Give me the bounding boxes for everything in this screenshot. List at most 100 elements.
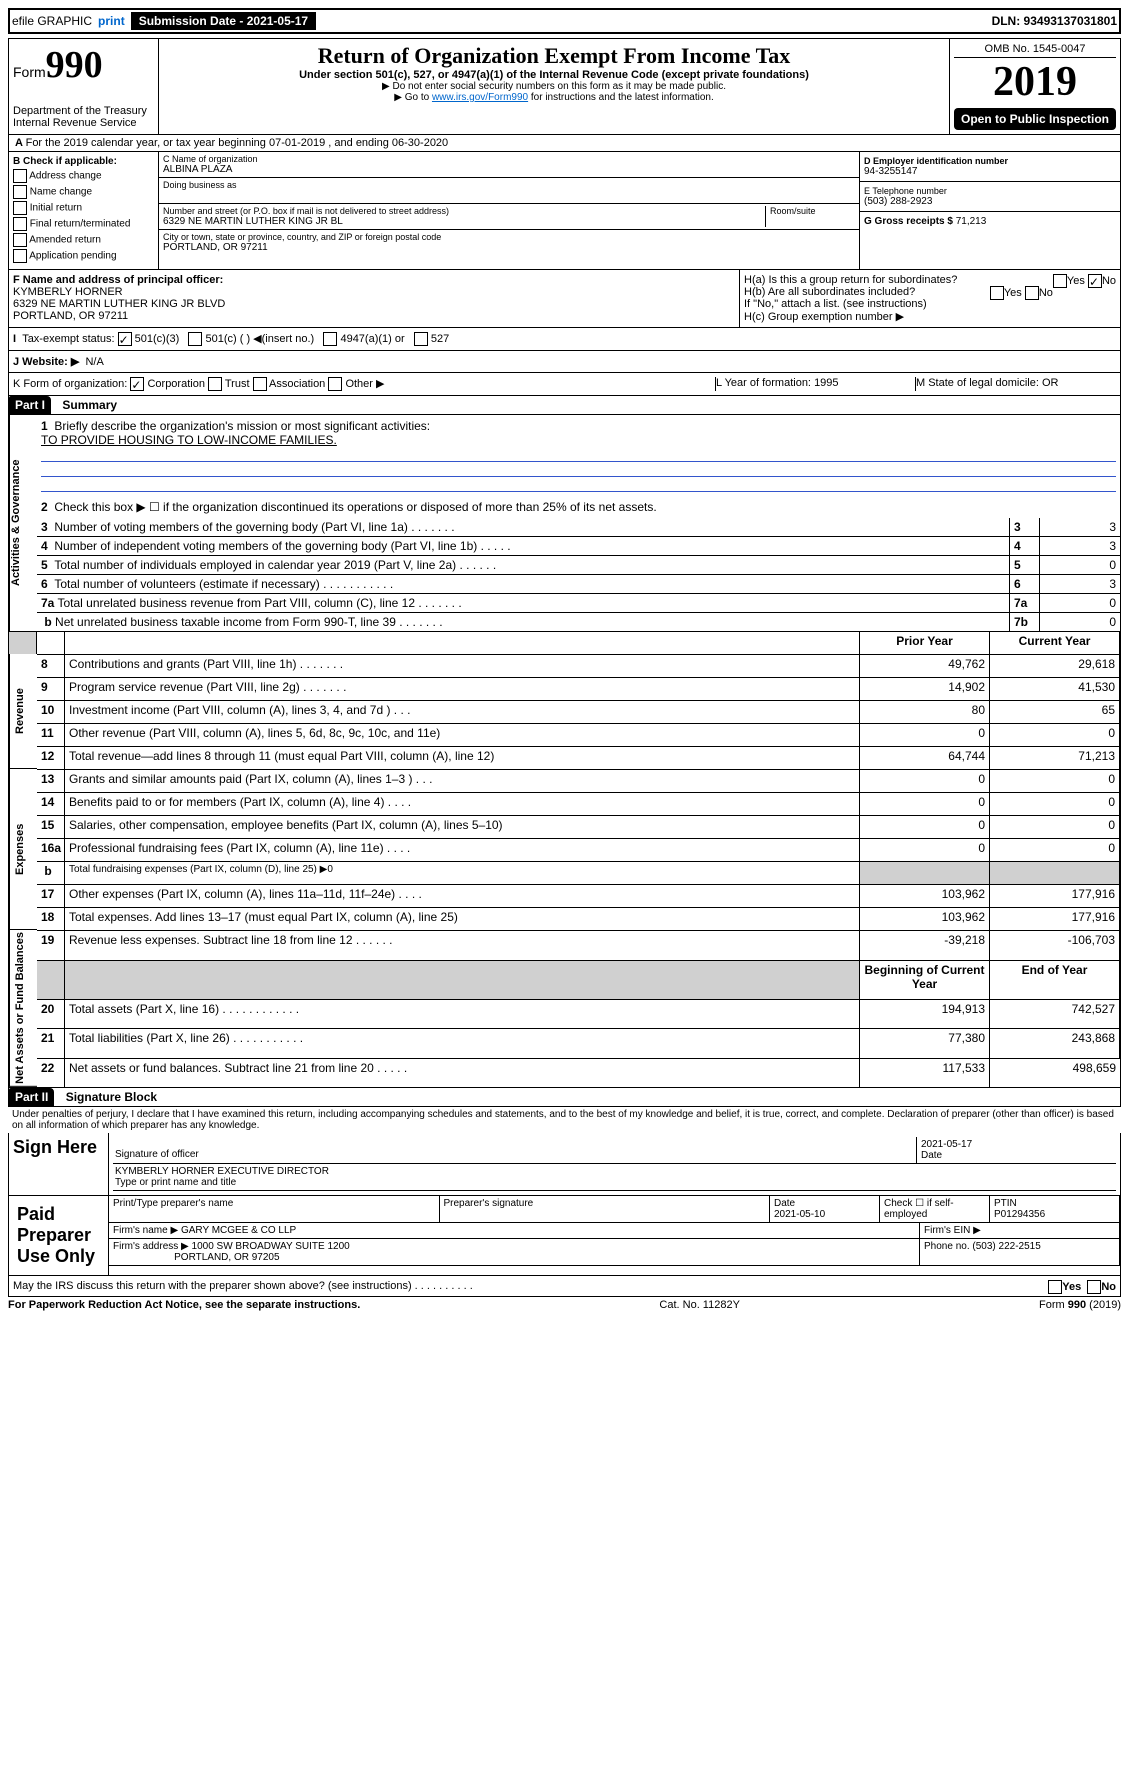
print-link[interactable]: print — [98, 14, 125, 28]
box-b: B Check if applicable: Address change Na… — [9, 152, 159, 269]
n20c: 742,527 — [990, 999, 1120, 1028]
box-fh: F Name and address of principal officer:… — [8, 270, 1121, 328]
cb-initial[interactable]: Initial return — [13, 201, 154, 215]
e15t: Salaries, other compensation, employee b… — [65, 815, 860, 838]
instructions-link[interactable]: www.irs.gov/Form990 — [432, 92, 528, 103]
prep-sig-label: Preparer's signature — [440, 1196, 771, 1223]
mission: TO PROVIDE HOUSING TO LOW-INCOME FAMILIE… — [41, 433, 337, 447]
discuss-no[interactable] — [1087, 1280, 1101, 1294]
cb-final[interactable]: Final return/terminated — [13, 217, 154, 231]
r11c: 0 — [990, 723, 1120, 746]
e-label: E Telephone number — [864, 186, 1116, 196]
e19p: -39,218 — [860, 930, 990, 959]
dba-label: Doing business as — [163, 180, 855, 190]
kc: Corporation — [147, 378, 204, 390]
cb-501c[interactable] — [188, 332, 202, 346]
ifno: If "No," attach a list. (see instruction… — [744, 298, 1116, 310]
l7av: 0 — [1040, 593, 1120, 612]
paid-preparer-label: Paid Preparer Use Only — [9, 1196, 109, 1275]
pd: 2021-05-10 — [774, 1209, 825, 1220]
e16t: Professional fundraising fees (Part IX, … — [65, 838, 860, 861]
cb-assoc[interactable] — [253, 377, 267, 391]
i4: 527 — [431, 333, 449, 345]
ein: 94-3255147 — [864, 166, 1116, 177]
cb-name[interactable]: Name change — [13, 185, 154, 199]
side-net: Net Assets or Fund Balances — [9, 930, 37, 1087]
cb-501c3[interactable] — [118, 332, 132, 346]
cb-other[interactable] — [328, 377, 342, 391]
year-formation: 1995 — [814, 377, 838, 389]
n22c: 498,659 — [990, 1058, 1120, 1087]
r9p: 14,902 — [860, 677, 990, 700]
e14c: 0 — [990, 792, 1120, 815]
l7bt: Net unrelated business taxable income fr… — [55, 615, 443, 629]
cb-pending[interactable]: Application pending — [13, 249, 154, 263]
cb-527[interactable] — [414, 332, 428, 346]
phl: Phone no. — [924, 1241, 970, 1252]
n20t: Total assets (Part X, line 16) . . . . .… — [65, 999, 860, 1028]
title-box: Return of Organization Exempt From Incom… — [159, 39, 950, 134]
l6v: 3 — [1040, 574, 1120, 593]
ha-yes[interactable] — [1053, 274, 1067, 288]
discuss-yes[interactable] — [1048, 1280, 1062, 1294]
r12t: Total revenue—add lines 8 through 11 (mu… — [65, 746, 860, 769]
i1: 501(c)(3) — [135, 333, 180, 345]
line-a-text: For the 2019 calendar year, or tax year … — [26, 137, 449, 149]
g-label: G Gross receipts $ — [864, 216, 953, 227]
q2: Check this box ▶ ☐ if the organization d… — [54, 500, 656, 514]
q1: Briefly describe the organization's miss… — [54, 419, 430, 433]
tax-year: 2019 — [954, 58, 1116, 106]
r9t: Program service revenue (Part VIII, line… — [65, 677, 860, 700]
hb-yes-t: Yes — [1004, 287, 1022, 299]
k-label: K Form of organization: — [13, 378, 127, 390]
dy: Yes — [1062, 1281, 1081, 1293]
cb-trust[interactable] — [208, 377, 222, 391]
box-c: C Name of organization ALBINA PLAZA Doin… — [159, 152, 860, 269]
end-h: End of Year — [990, 960, 1120, 999]
n20p: 194,913 — [860, 999, 990, 1028]
r10p: 80 — [860, 700, 990, 723]
dn: No — [1101, 1281, 1116, 1293]
part1-body: Activities & Governance 1 Briefly descri… — [8, 415, 1121, 632]
form-id-box: Form990 Department of the Treasury Inter… — [9, 39, 159, 134]
ebt: Total fundraising expenses (Part IX, col… — [65, 861, 860, 884]
ptin: P01294356 — [994, 1209, 1045, 1220]
e19t: Revenue less expenses. Subtract line 18 … — [65, 930, 860, 959]
hb-no-t: No — [1039, 287, 1053, 299]
city: PORTLAND, OR 97211 — [163, 242, 855, 253]
side-gov: Activities & Governance — [9, 415, 37, 631]
j-label: J Website: ▶ — [13, 356, 79, 368]
cb-address[interactable]: Address change — [13, 169, 154, 183]
fa2: PORTLAND, OR 97205 — [174, 1252, 279, 1263]
hb-no[interactable] — [1025, 286, 1039, 300]
street-label: Number and street (or P.O. box if mail i… — [163, 206, 765, 216]
type-name-label: Type or print name and title — [115, 1177, 1114, 1188]
cb-amended-text: Amended return — [29, 235, 101, 246]
efile-label: efile GRAPHIC — [12, 14, 92, 28]
submission-date: Submission Date - 2021-05-17 — [131, 12, 316, 30]
dept-label: Department of the Treasury — [13, 105, 154, 117]
e13t: Grants and similar amounts paid (Part IX… — [65, 769, 860, 792]
form-footer: Form 990 (2019) — [1039, 1299, 1121, 1311]
e17c: 177,916 — [990, 884, 1120, 907]
pdl: Date — [774, 1198, 795, 1209]
prep-phone: (503) 222-2515 — [972, 1241, 1040, 1252]
e18p: 103,962 — [860, 907, 990, 930]
c-name-label: C Name of organization — [163, 154, 855, 164]
sig-date-l: Date — [921, 1150, 1114, 1161]
ha-no[interactable] — [1088, 274, 1102, 288]
e14p: 0 — [860, 792, 990, 815]
cb-corp[interactable] — [130, 377, 144, 391]
r11p: 0 — [860, 723, 990, 746]
n22t: Net assets or fund balances. Subtract li… — [65, 1058, 860, 1087]
hb-label: H(b) Are all subordinates included? — [744, 286, 915, 298]
e15p: 0 — [860, 815, 990, 838]
officer-name: KYMBERLY HORNER — [13, 286, 735, 298]
cb-4947[interactable] — [323, 332, 337, 346]
r8t: Contributions and grants (Part VIII, lin… — [65, 654, 860, 677]
gross-receipts: 71,213 — [956, 216, 987, 227]
i3: 4947(a)(1) or — [340, 333, 404, 345]
hb-yes[interactable] — [990, 286, 1004, 300]
f-label: F Name and address of principal officer: — [13, 274, 735, 286]
cb-amended[interactable]: Amended return — [13, 233, 154, 247]
